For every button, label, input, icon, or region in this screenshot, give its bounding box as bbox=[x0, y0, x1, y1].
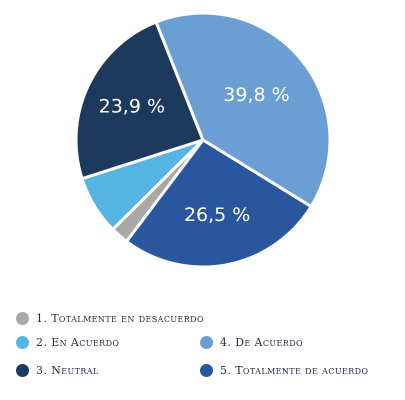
legend-label: 3. Neutral bbox=[36, 364, 99, 377]
legend-label: 4. De Acuerdo bbox=[220, 336, 303, 349]
legend-item-totalmente-de-acuerdo: 5. Totalmente de acuerdo bbox=[200, 364, 368, 377]
legend-swatch bbox=[16, 312, 29, 325]
legend-item-neutral: 3. Neutral bbox=[16, 364, 99, 377]
legend-item-totalmente-en-desacuerdo: 1. Totalmente en desacuerdo bbox=[16, 312, 204, 325]
pie-slice-de-acuerdo bbox=[154, 11, 332, 209]
legend-label: 2. En Acuerdo bbox=[36, 336, 120, 349]
legend-swatch bbox=[200, 336, 213, 349]
legend-item-de-acuerdo: 4. De Acuerdo bbox=[200, 336, 303, 349]
legend-item-en-acuerdo: 2. En Acuerdo bbox=[16, 336, 119, 349]
legend-swatch bbox=[16, 336, 29, 349]
slice-label-neutral: 23,9 % bbox=[99, 95, 165, 117]
legend-label: 1. Totalmente en desacuerdo bbox=[36, 312, 204, 325]
slice-label-totalmente-de-acuerdo: 26,5 % bbox=[184, 204, 250, 226]
pie-chart-svg: 23,9 % 39,8 % 26,5 % bbox=[74, 11, 332, 269]
slice-label-de-acuerdo: 39,8 % bbox=[223, 84, 289, 106]
pie-slice-totalmente-de-acuerdo bbox=[125, 138, 313, 269]
legend-swatch bbox=[200, 364, 213, 377]
legend-swatch bbox=[16, 364, 29, 377]
legend-label: 5. Totalmente de acuerdo bbox=[220, 364, 369, 377]
